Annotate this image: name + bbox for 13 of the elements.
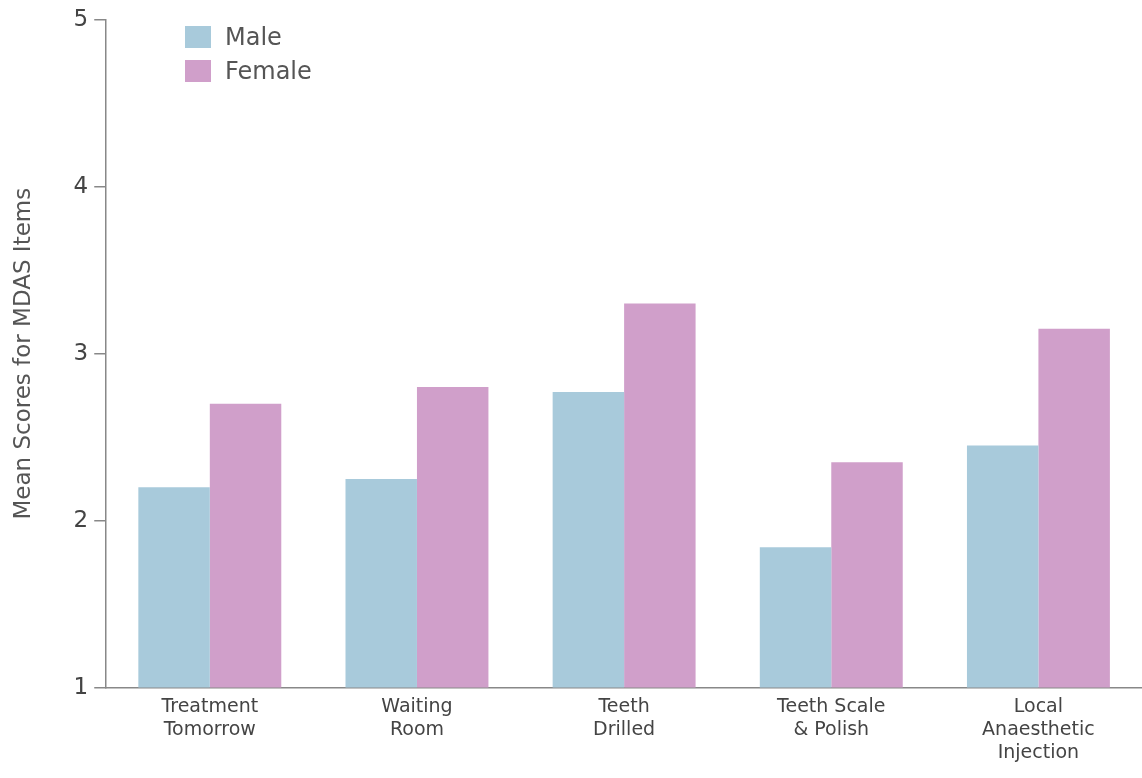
y-tick-label: 3	[73, 338, 89, 365]
x-tick-label: Teeth Scale & Polish	[776, 693, 886, 739]
y-tick-label: 5	[73, 4, 89, 31]
y-tick-label: 4	[73, 171, 89, 198]
x-tick-label: Waiting Room	[381, 693, 453, 739]
x-tick-label: Teeth Drilled	[593, 693, 656, 739]
legend-label: Female	[225, 57, 312, 85]
legend-label: Male	[225, 23, 282, 51]
x-tick-label: Treatment Tomorrow	[160, 693, 259, 739]
x-tick-label: Local Anaesthetic Injection	[982, 693, 1095, 762]
y-axis-title: Mean Scores for MDAS Items	[8, 187, 35, 520]
y-tick-label: 1	[73, 672, 89, 699]
y-tick-label: 2	[73, 505, 89, 532]
